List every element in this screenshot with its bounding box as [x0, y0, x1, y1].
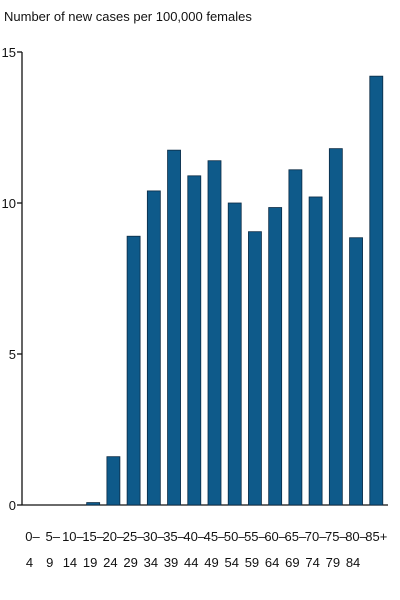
x-category-label: 75–: [325, 529, 347, 544]
x-category-label-line2: 64: [265, 555, 279, 570]
x-category-label: 10–: [62, 529, 84, 544]
y-tick-label: 5: [9, 347, 16, 362]
y-tick-label: 0: [9, 498, 16, 513]
x-category-label: 0–: [25, 529, 40, 544]
bar: [227, 202, 242, 506]
x-category-label: 70–: [305, 529, 327, 544]
x-category-label-line2: 29: [123, 555, 137, 570]
bar: [349, 237, 363, 506]
bar: [328, 148, 343, 506]
x-category-label-line2: 14: [63, 555, 77, 570]
bars: [86, 75, 384, 506]
x-category-label-line2: 74: [305, 555, 319, 570]
x-category-label-line2: 79: [326, 555, 340, 570]
bar: [268, 207, 283, 506]
y-tick-label: 15: [2, 45, 16, 60]
x-category-label-line2: 4: [26, 555, 33, 570]
bar: [126, 235, 141, 506]
x-category-label-line2: 19: [83, 555, 97, 570]
x-category-label-line2: 39: [164, 555, 178, 570]
x-category-label-line2: 24: [103, 555, 117, 570]
bar: [86, 502, 101, 506]
x-category-label: 60–: [264, 529, 286, 544]
x-category-label-line2: 59: [245, 555, 259, 570]
x-category-label-line2: 54: [224, 555, 238, 570]
bar: [369, 75, 384, 506]
x-category-label: 35–: [163, 529, 185, 544]
x-category-label-line2: 9: [46, 555, 53, 570]
bar: [288, 169, 303, 506]
x-category-label: 80–: [345, 529, 367, 544]
category-labels: 0–45–910–1415–1920–2425–2930–3435–3940–4…: [25, 529, 387, 570]
x-category-label: 20–: [103, 529, 125, 544]
bar: [106, 456, 121, 506]
x-category-label: 30–: [143, 529, 165, 544]
bar: [187, 175, 202, 506]
bar: [207, 160, 222, 506]
x-category-label: 5–: [45, 529, 60, 544]
x-category-label: 65–: [285, 529, 307, 544]
x-category-label-line2: 44: [184, 555, 198, 570]
x-category-label: 85+: [365, 529, 387, 544]
x-category-label: 15–: [82, 529, 104, 544]
x-category-label: 50–: [224, 529, 246, 544]
x-category-label: 25–: [123, 529, 145, 544]
x-category-label-line2: 69: [285, 555, 299, 570]
axes: 0 5 10 15: [2, 45, 388, 513]
x-category-label-line2: 49: [204, 555, 218, 570]
x-category-label: 40–: [183, 529, 205, 544]
x-category-label-line2: 34: [144, 555, 158, 570]
x-category-label: 45–: [204, 529, 226, 544]
x-category-label: 55–: [244, 529, 266, 544]
bar: [146, 190, 161, 506]
bar: [167, 149, 181, 506]
y-tick-label: 10: [2, 196, 16, 211]
y-axis-label: Number of new cases per 100,000 females: [4, 9, 252, 24]
bar: [248, 231, 262, 506]
bar: [308, 196, 323, 506]
x-category-label-line2: 84: [346, 555, 360, 570]
